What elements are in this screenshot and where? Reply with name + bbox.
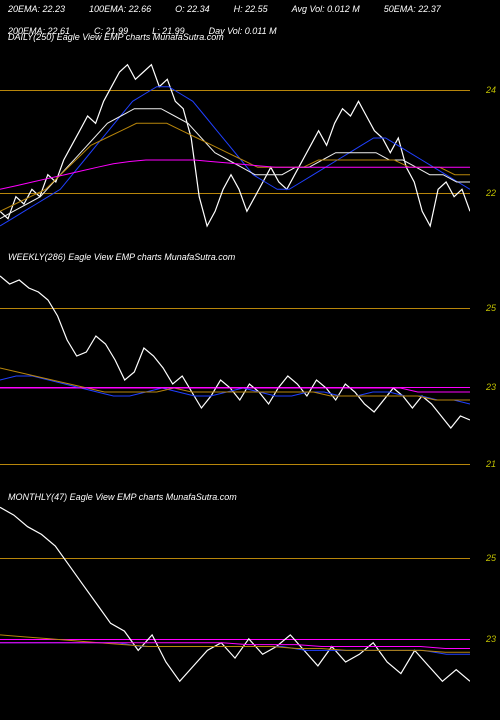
- ema100-stat: 100EMA: 22.66: [89, 4, 151, 14]
- chart-panels: DAILY(250) Eagle View EMP charts MunafaS…: [0, 28, 500, 720]
- price-label: 23: [486, 634, 496, 644]
- ema50-stat: 50EMA: 22.37: [384, 4, 441, 14]
- price-label: 22: [486, 188, 496, 198]
- price-line: [0, 507, 470, 681]
- high-stat: H: 22.55: [234, 4, 268, 14]
- ema-line: [0, 643, 470, 649]
- price-label: 23: [486, 382, 496, 392]
- chart-svg: [0, 488, 470, 720]
- panel-title: WEEKLY(286) Eagle View EMP charts Munafa…: [8, 252, 235, 262]
- chart-svg: [0, 248, 470, 488]
- chart-panel: DAILY(250) Eagle View EMP charts MunafaS…: [0, 28, 500, 248]
- price-label: 21: [486, 459, 496, 469]
- panel-title: DAILY(250) Eagle View EMP charts MunafaS…: [8, 32, 224, 42]
- ema-line: [0, 643, 470, 655]
- ema20-stat: 20EMA: 22.23: [8, 4, 65, 14]
- avgvol-stat: Avg Vol: 0.012 M: [292, 4, 360, 14]
- open-stat: O: 22.34: [175, 4, 210, 14]
- price-line: [0, 276, 470, 428]
- ema-line: [0, 368, 470, 400]
- price-label: 25: [486, 303, 496, 313]
- ema-line: [0, 376, 470, 404]
- price-label: 25: [486, 553, 496, 563]
- price-label: 24: [486, 85, 496, 95]
- ema-line: [0, 160, 470, 189]
- chart-panel: WEEKLY(286) Eagle View EMP charts Munafa…: [0, 248, 500, 488]
- chart-svg: [0, 28, 470, 248]
- chart-panel: MONTHLY(47) Eagle View EMP charts Munafa…: [0, 488, 500, 720]
- price-line: [0, 65, 470, 226]
- panel-title: MONTHLY(47) Eagle View EMP charts Munafa…: [8, 492, 237, 502]
